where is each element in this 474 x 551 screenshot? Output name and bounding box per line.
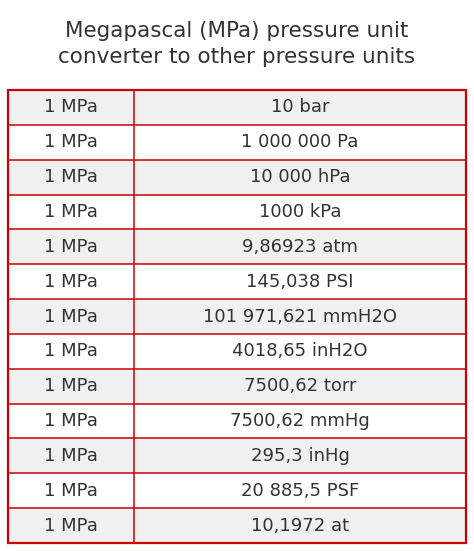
- Bar: [134, 508, 466, 543]
- Text: 4018,65 inH2O: 4018,65 inH2O: [232, 342, 368, 360]
- Text: 1 MPa: 1 MPa: [44, 307, 98, 326]
- Text: 1 MPa: 1 MPa: [44, 342, 98, 360]
- Text: 10 000 hPa: 10 000 hPa: [250, 168, 350, 186]
- Text: 1 MPa: 1 MPa: [44, 133, 98, 152]
- Text: 10,1972 at: 10,1972 at: [251, 517, 349, 534]
- Bar: [8, 90, 134, 125]
- Text: 1 000 000 Pa: 1 000 000 Pa: [241, 133, 359, 152]
- Text: 1 MPa: 1 MPa: [44, 447, 98, 465]
- Bar: [8, 160, 134, 195]
- Bar: [8, 473, 134, 508]
- Bar: [8, 299, 134, 334]
- Bar: [134, 195, 466, 229]
- Bar: [134, 229, 466, 264]
- Text: 101 971,621 mmH2O: 101 971,621 mmH2O: [203, 307, 397, 326]
- Text: 145,038 PSI: 145,038 PSI: [246, 273, 354, 291]
- Bar: [8, 404, 134, 439]
- Bar: [8, 369, 134, 404]
- Text: 1 MPa: 1 MPa: [44, 238, 98, 256]
- Text: 7500,62 torr: 7500,62 torr: [244, 377, 356, 395]
- Text: 10 bar: 10 bar: [271, 99, 329, 116]
- Bar: [8, 508, 134, 543]
- Bar: [134, 369, 466, 404]
- Bar: [134, 264, 466, 299]
- Bar: [134, 90, 466, 125]
- Bar: [134, 125, 466, 160]
- Bar: [8, 90, 466, 543]
- Text: 1 MPa: 1 MPa: [44, 482, 98, 500]
- Text: 1 MPa: 1 MPa: [44, 168, 98, 186]
- Bar: [8, 229, 134, 264]
- Text: 1 MPa: 1 MPa: [44, 99, 98, 116]
- Text: 1 MPa: 1 MPa: [44, 273, 98, 291]
- Bar: [134, 439, 466, 473]
- Bar: [134, 473, 466, 508]
- Bar: [134, 404, 466, 439]
- Bar: [8, 195, 134, 229]
- Bar: [8, 334, 134, 369]
- Text: 1 MPa: 1 MPa: [44, 203, 98, 221]
- Text: 1 MPa: 1 MPa: [44, 412, 98, 430]
- Text: 9,86923 atm: 9,86923 atm: [242, 238, 358, 256]
- Text: 20 885,5 PSF: 20 885,5 PSF: [241, 482, 359, 500]
- Text: Megapascal (MPa) pressure unit
converter to other pressure units: Megapascal (MPa) pressure unit converter…: [58, 21, 416, 67]
- Bar: [8, 125, 134, 160]
- Text: 1 MPa: 1 MPa: [44, 517, 98, 534]
- Bar: [134, 299, 466, 334]
- Text: 1000 kPa: 1000 kPa: [259, 203, 341, 221]
- Bar: [8, 264, 134, 299]
- Text: 295,3 inHg: 295,3 inHg: [251, 447, 349, 465]
- Text: 1 MPa: 1 MPa: [44, 377, 98, 395]
- Bar: [134, 334, 466, 369]
- Bar: [134, 160, 466, 195]
- Bar: [8, 439, 134, 473]
- Text: 7500,62 mmHg: 7500,62 mmHg: [230, 412, 370, 430]
